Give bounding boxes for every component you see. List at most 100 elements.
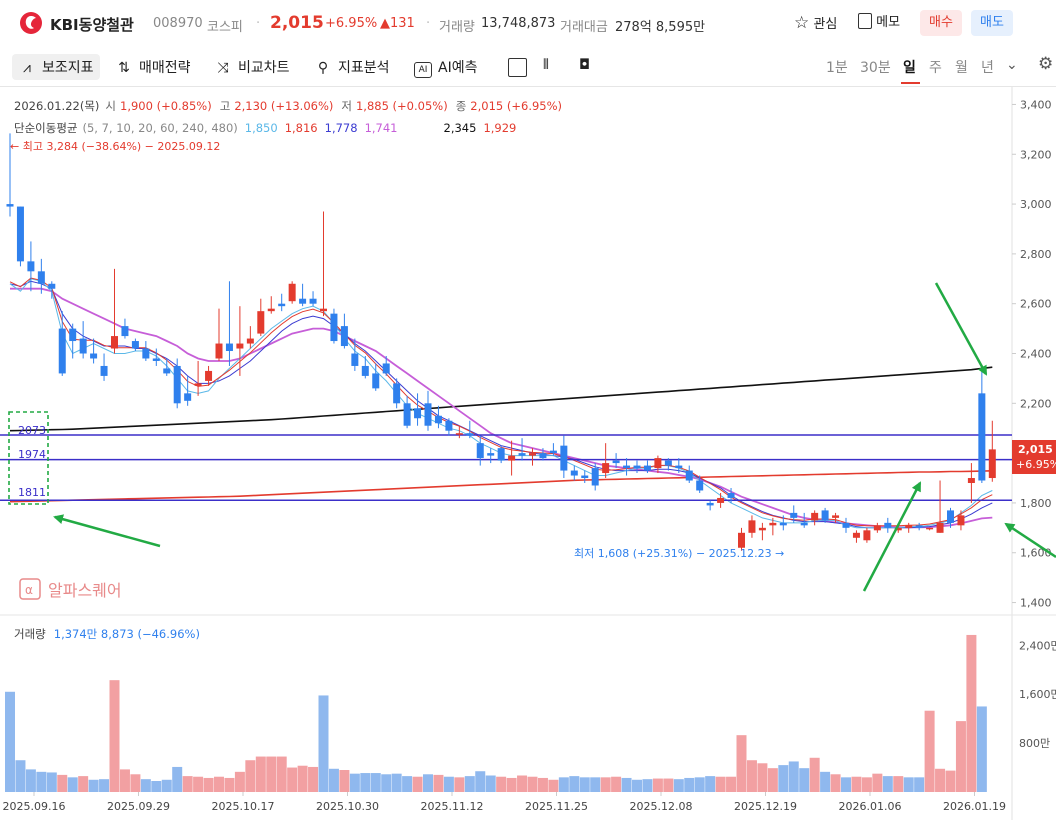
memo-button[interactable]: 메모 xyxy=(858,10,900,36)
x-tick-label: 2026.01.06 xyxy=(839,800,902,813)
candle-body xyxy=(455,433,463,435)
checkbox-icon[interactable] xyxy=(508,58,527,77)
candle-body xyxy=(288,283,296,302)
volume-bar xyxy=(255,756,266,792)
price-chart[interactable]: 3,4003,2003,0002,8002,6002,4002,2002,000… xyxy=(0,87,1056,820)
volume-bar xyxy=(579,777,590,792)
candle-body xyxy=(905,525,913,528)
candle-type-icon[interactable]: ⫴ xyxy=(543,57,549,73)
green-arrow-1 xyxy=(934,282,988,376)
volume-info: 거래량 1,374만 8,873 (−46.96%) xyxy=(14,627,200,641)
hline-label-1811: 1811 xyxy=(18,486,46,499)
volume-bar xyxy=(841,777,851,792)
volume-bar xyxy=(297,765,308,792)
candle-body xyxy=(58,328,66,374)
volume-bar xyxy=(485,775,496,792)
volume-bar xyxy=(151,781,162,792)
candle-body xyxy=(330,313,338,342)
candle-body xyxy=(184,393,192,401)
camera-icon[interactable]: ◘ xyxy=(579,57,591,73)
period-week[interactable]: 주 xyxy=(929,60,942,76)
volume-bar xyxy=(234,771,245,792)
volume-bar xyxy=(767,768,778,792)
indicators-button[interactable]: ⩘ 보조지표 xyxy=(12,54,100,80)
y-tick-label: 2,800 xyxy=(1020,248,1052,261)
candle-body xyxy=(487,453,495,456)
memo-icon xyxy=(858,13,872,29)
volume-bar xyxy=(600,777,611,792)
period-month[interactable]: 월 xyxy=(955,60,968,76)
sell-button[interactable]: 매도 xyxy=(971,10,1013,36)
ai-button[interactable]: AI AI예측 xyxy=(414,57,477,78)
volume-bar xyxy=(851,776,862,792)
volume-bar xyxy=(976,706,987,792)
volume-bar xyxy=(308,766,319,792)
volume-bar xyxy=(46,772,57,792)
candle-body xyxy=(664,460,672,466)
volume-bar xyxy=(558,777,569,792)
volume-bar xyxy=(36,771,47,792)
volume-bar xyxy=(893,776,904,792)
compare-button[interactable]: ⤨ 비교차트 xyxy=(214,57,289,77)
volume-bar xyxy=(527,776,538,792)
period-30min[interactable]: 30분 xyxy=(860,60,891,76)
volume-bar xyxy=(318,695,329,792)
green-arrow-4 xyxy=(1004,522,1056,559)
candle-body xyxy=(414,408,422,419)
y-tick-label: 1,400 xyxy=(1020,597,1052,610)
period-day-underline xyxy=(901,82,920,84)
strategy-button[interactable]: ⇅ 매매전략 xyxy=(115,57,190,77)
volume-bar xyxy=(621,777,632,792)
volume-bar xyxy=(203,777,214,792)
x-tick-label: 2025.11.25 xyxy=(525,800,588,813)
low-note: 최저 1,608 (+25.31%) − 2025.12.23 → xyxy=(574,547,784,560)
candle-body xyxy=(393,383,401,404)
x-tick-label: 2025.09.16 xyxy=(3,800,66,813)
candle-body xyxy=(685,470,693,481)
volume-bar xyxy=(809,757,820,792)
volume-bar xyxy=(109,680,120,792)
ma-info: 단순이동평균 (5, 7, 10, 20, 60, 240, 480) 1,850 1… xyxy=(14,121,516,135)
candle-body xyxy=(142,348,150,359)
candle-body xyxy=(215,343,223,359)
candle-body xyxy=(37,271,45,284)
x-tick-label: 2025.11.12 xyxy=(421,800,484,813)
candle-body xyxy=(769,522,777,526)
candle-body xyxy=(591,468,599,486)
candle-body xyxy=(278,303,286,307)
buy-button[interactable]: 매수 xyxy=(920,10,962,36)
x-tick-label: 2026.01.19 xyxy=(943,800,1006,813)
volume-bar xyxy=(454,777,465,792)
candle-body xyxy=(915,525,923,528)
volume-bar xyxy=(224,777,235,792)
y-tick-label: 2,200 xyxy=(1020,397,1052,410)
candle-body xyxy=(947,510,954,523)
candle-body xyxy=(131,341,139,349)
candle-body xyxy=(27,261,35,272)
y-tick-label: 3,400 xyxy=(1020,98,1052,111)
chevron-down-icon[interactable]: ⌄ xyxy=(1006,57,1018,73)
volume-bar xyxy=(161,779,172,792)
dot-separator: · xyxy=(256,16,261,31)
candle-body xyxy=(821,510,829,521)
ohlc-info: 2026.01.22(목) 시 1,900 (+0.85%) 고 2,130 (+13.… xyxy=(14,99,562,113)
candle-body xyxy=(894,527,902,531)
volume-tick-label: 1,600만 xyxy=(1019,688,1056,701)
volume-bar xyxy=(537,777,548,792)
candle-body xyxy=(926,527,934,530)
period-year[interactable]: 년 xyxy=(981,60,994,76)
alphasquare-logo-glyph: α xyxy=(25,583,33,597)
volume-bar xyxy=(694,777,705,792)
candle-body xyxy=(581,475,589,479)
period-1min[interactable]: 1분 xyxy=(826,60,848,76)
volume-bar xyxy=(966,634,977,792)
watch-button[interactable]: ☆ 관심 xyxy=(794,13,838,33)
volume-bar xyxy=(370,773,381,792)
settings-gear-icon[interactable]: ⚙ xyxy=(1038,54,1054,74)
candle-body xyxy=(852,532,860,538)
candle-body xyxy=(236,343,244,349)
green-arrow-2 xyxy=(53,514,161,548)
period-day[interactable]: 일 xyxy=(903,60,916,76)
analysis-button[interactable]: ⚲ 지표분석 xyxy=(314,57,390,77)
change-amount: ▲131 xyxy=(380,16,415,31)
